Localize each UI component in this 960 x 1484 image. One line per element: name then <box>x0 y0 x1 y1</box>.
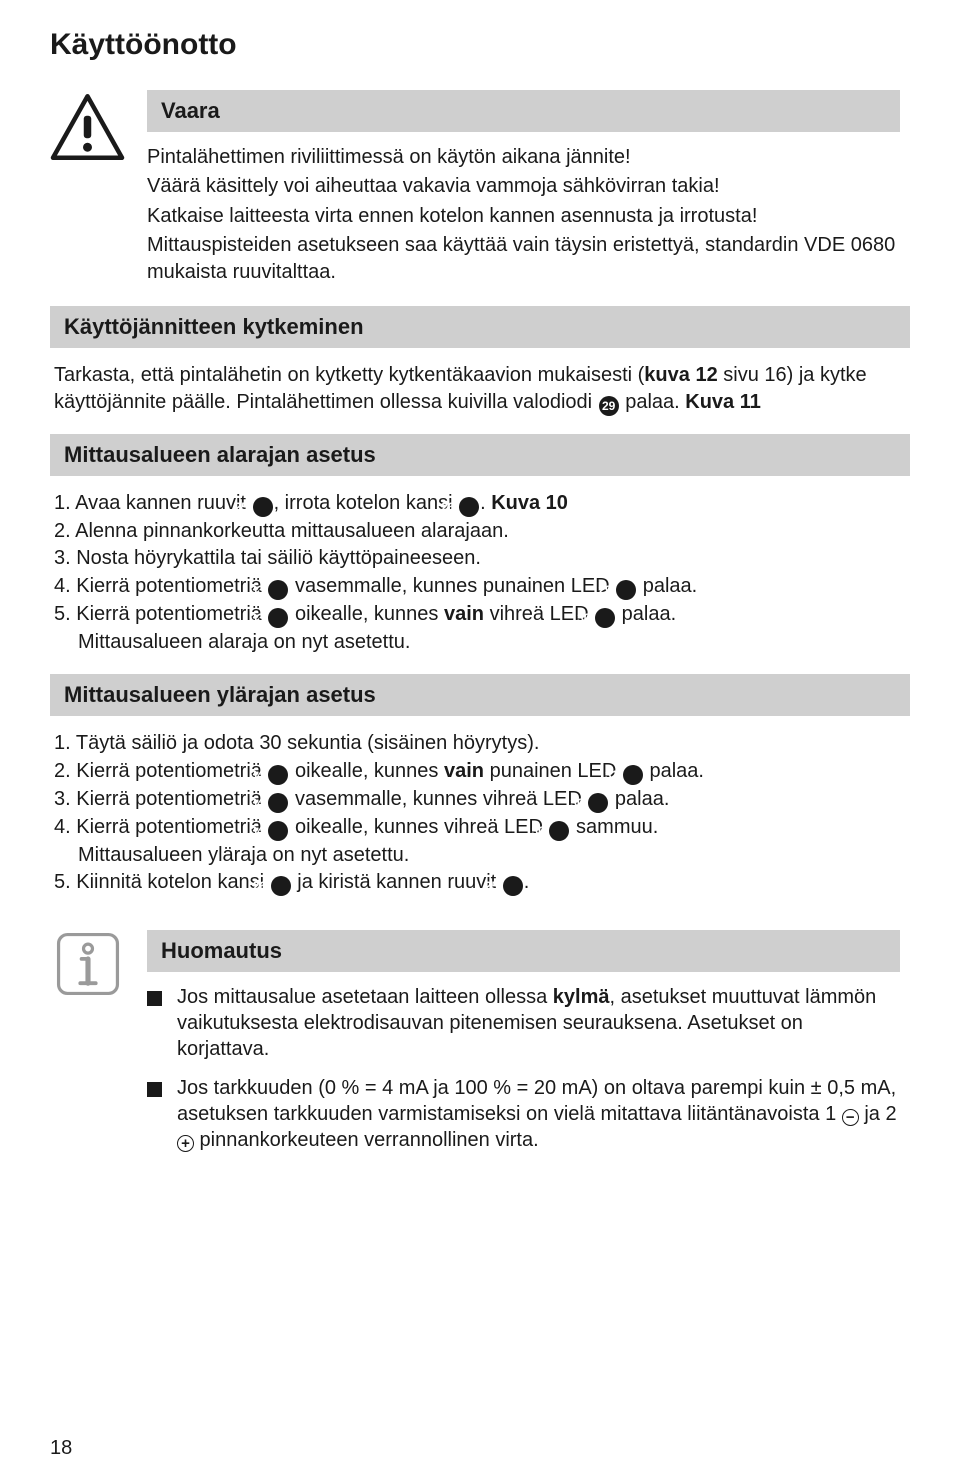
page: Käyttöönotto Vaara Pintalähettimen rivil… <box>0 0 960 1484</box>
t: 5. Kierrä potentiometriä <box>54 603 267 625</box>
sec3-item-3: 3. Kierrä potentiometriä 34 vasemmalle, … <box>54 786 910 813</box>
note-content: Huomautus Jos mittausalue asetetaan lait… <box>147 930 900 1166</box>
t: vasemmalle, kunnes vihreä LED <box>289 788 587 810</box>
sec2-item-3: 3. Nosta höyrykattila tai säiliö käyttöp… <box>54 545 910 572</box>
ref-33-icon: 33 <box>268 580 288 600</box>
page-number: 18 <box>50 1437 72 1460</box>
t: 3. Kierrä potentiometriä <box>54 788 267 810</box>
sec2-item-5-cont: Mittausalueen alaraja on nyt asetettu. <box>50 629 910 656</box>
warning-icon-col <box>50 90 125 162</box>
sec3-heading: Mittausalueen ylärajan asetus <box>50 674 910 716</box>
t: oikealle, kunnes <box>289 760 444 782</box>
t: palaa. <box>616 603 676 625</box>
ref-33-icon: 33 <box>268 608 288 628</box>
ref-30-icon: 30 <box>549 821 569 841</box>
warning-body: Pintalähettimen riviliittimessä on käytö… <box>147 144 900 285</box>
note-bullet-1: Jos mittausalue asetetaan laitteen olles… <box>147 984 900 1063</box>
ref-26-icon: 26 <box>459 497 479 517</box>
sec3-item-4: 4. Kierrä potentiometriä 34 oikealle, ku… <box>54 814 910 841</box>
t: pinnankorkeuteen verrannollinen virta. <box>194 1129 539 1151</box>
sec3-item-4-cont: Mittausalueen yläraja on nyt asetettu. <box>50 842 910 869</box>
t: Kuva 10 <box>491 492 568 514</box>
warning-line-2: Väärä käsittely voi aiheuttaa vakavia va… <box>147 173 900 199</box>
sec1-text-e: Kuva 11 <box>685 391 761 413</box>
note-list: Jos mittausalue asetetaan laitteen olles… <box>147 984 900 1154</box>
sec2-heading: Mittausalueen alarajan asetus <box>50 434 910 476</box>
ref-30-icon: 30 <box>595 608 615 628</box>
note-heading: Huomautus <box>147 930 900 972</box>
t: 4. Kierrä potentiometriä <box>54 575 267 597</box>
sec3-item-2: 2. Kierrä potentiometriä 34 oikealle, ku… <box>54 758 910 785</box>
t: vain <box>444 603 484 625</box>
sec1-body: Tarkasta, että pintalähetin on kytketty … <box>50 362 910 416</box>
t: 4. Kierrä potentiometriä <box>54 816 267 838</box>
t: Jos mittausalue asetetaan laitteen olles… <box>177 986 553 1008</box>
t: . <box>524 871 530 893</box>
sec2-list: 1. Avaa kannen ruuvit 25, irrota kotelon… <box>50 490 910 629</box>
sec3-item-1: 1. Täytä säiliö ja odota 30 sekuntia (si… <box>54 730 910 757</box>
ref-31-icon: 31 <box>623 765 643 785</box>
t: 5. Kiinnitä kotelon kansi <box>54 871 270 893</box>
warning-line-3: Katkaise laitteesta virta ennen kotelon … <box>147 203 900 229</box>
t: . <box>480 492 491 514</box>
ref-34-icon: 34 <box>268 821 288 841</box>
warning-heading: Vaara <box>147 90 900 132</box>
plus-terminal-icon: + <box>177 1135 194 1152</box>
t: palaa. <box>637 575 697 597</box>
sec2-item-2: 2. Alenna pinnankorkeutta mittausalueen … <box>54 518 910 545</box>
ref-25-icon: 25 <box>503 876 523 896</box>
t: ja kiristä kannen ruuvit <box>292 871 502 893</box>
t: ja 2 <box>859 1103 897 1125</box>
t: , irrota kotelon kansi <box>274 492 459 514</box>
t: vasemmalle, kunnes punainen LED <box>289 575 615 597</box>
sec3-list-b: 5. Kiinnitä kotelon kansi 26 ja kiristä … <box>50 869 910 896</box>
t: oikealle, kunnes <box>289 603 444 625</box>
ref-29-icon: 29 <box>599 396 619 416</box>
warning-icon <box>50 92 125 162</box>
ref-25-icon: 25 <box>253 497 273 517</box>
t: kylmä <box>553 986 610 1008</box>
page-title: Käyttöönotto <box>50 28 910 62</box>
sec1-text-d: palaa. <box>620 391 686 413</box>
t: palaa. <box>644 760 704 782</box>
t: Jos tarkkuuden (0 % = 4 mA ja 100 % = 20… <box>177 1077 896 1125</box>
sec1-text-a: Tarkasta, että pintalähetin on kytketty … <box>54 364 644 386</box>
minus-terminal-icon: − <box>842 1109 859 1126</box>
t: punainen LED <box>484 760 622 782</box>
sec2-item-1: 1. Avaa kannen ruuvit 25, irrota kotelon… <box>54 490 910 517</box>
note-block: Huomautus Jos mittausalue asetetaan lait… <box>50 930 910 1166</box>
warning-content: Vaara Pintalähettimen riviliittimessä on… <box>147 90 900 288</box>
info-icon-col <box>50 930 125 996</box>
t: oikealle, kunnes vihreä LED <box>289 816 548 838</box>
ref-30-icon: 30 <box>588 793 608 813</box>
sec1-text-b: kuva 12 <box>644 364 717 386</box>
sec3-list: 1. Täytä säiliö ja odota 30 sekuntia (si… <box>50 730 910 841</box>
ref-34-icon: 34 <box>268 765 288 785</box>
sec2-item-4: 4. Kierrä potentiometriä 33 vasemmalle, … <box>54 573 910 600</box>
ref-26-icon: 26 <box>271 876 291 896</box>
sec1-heading: Käyttöjännitteen kytkeminen <box>50 306 910 348</box>
warning-block: Vaara Pintalähettimen riviliittimessä on… <box>50 90 910 288</box>
sec3-item-5: 5. Kiinnitä kotelon kansi 26 ja kiristä … <box>54 869 910 896</box>
note-bullet-2: Jos tarkkuuden (0 % = 4 mA ja 100 % = 20… <box>147 1075 900 1154</box>
t: 2. Kierrä potentiometriä <box>54 760 267 782</box>
t: 1. Avaa kannen ruuvit <box>54 492 252 514</box>
warning-line-4: Mittauspisteiden asetukseen saa käyttää … <box>147 232 900 285</box>
t: vain <box>444 760 484 782</box>
sec2-item-5: 5. Kierrä potentiometriä 33 oikealle, ku… <box>54 601 910 628</box>
ref-29-icon: 29 <box>616 580 636 600</box>
ref-34-icon: 34 <box>268 793 288 813</box>
info-icon <box>56 932 120 996</box>
t: palaa. <box>609 788 669 810</box>
t: sammuu. <box>570 816 658 838</box>
warning-line-1: Pintalähettimen riviliittimessä on käytö… <box>147 144 900 170</box>
